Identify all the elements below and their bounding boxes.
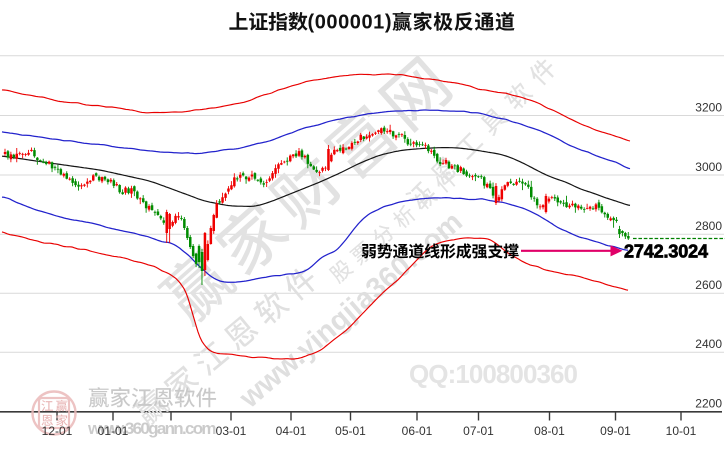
svg-text:05-01: 05-01 [335,424,366,438]
svg-text:01-01: 01-01 [98,424,129,438]
svg-text:09-01: 09-01 [600,424,631,438]
svg-text:2600: 2600 [695,278,722,292]
svg-text:www.360gann.com: www.360gann.com [87,419,217,438]
svg-text:08-01: 08-01 [534,424,565,438]
svg-text:QQ:100800360: QQ:100800360 [409,359,579,389]
svg-text:2800: 2800 [695,219,722,233]
svg-text:(000001): (000001) [308,12,392,34]
svg-text:2200: 2200 [695,396,722,410]
svg-text:3200: 3200 [695,100,722,114]
svg-text:06-01: 06-01 [402,424,433,438]
svg-text:12-01: 12-01 [42,424,73,438]
svg-text:10-01: 10-01 [666,424,697,438]
svg-text:03-01: 03-01 [216,424,247,438]
svg-text:2400: 2400 [695,337,722,351]
svg-text:3000: 3000 [695,160,722,174]
svg-text:07-01: 07-01 [463,424,494,438]
svg-text:04-01: 04-01 [276,424,307,438]
svg-text:2742.3024: 2742.3024 [624,242,708,262]
